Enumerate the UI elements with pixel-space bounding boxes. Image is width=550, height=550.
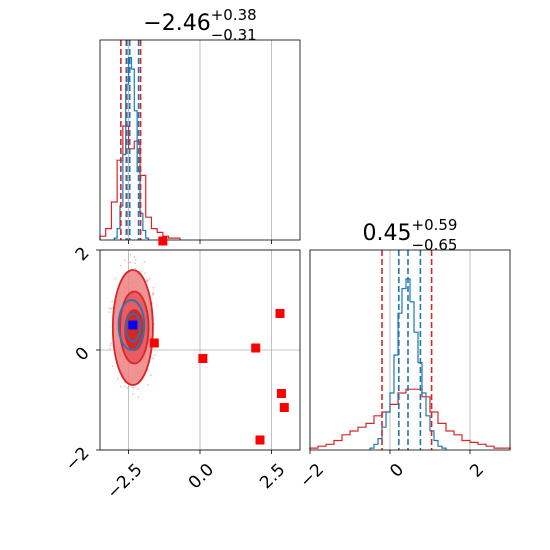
red-square-marker: [276, 389, 286, 398]
sample-dot: [143, 261, 146, 264]
panel3-title: 0.45+0.59 −0.65: [363, 216, 458, 254]
panel3-quantile-lines: [381, 250, 433, 450]
panel3-title-sub: −0.65: [411, 236, 457, 254]
panel-joint: −2.5 0.0 2.5 −2 0 2: [62, 236, 301, 503]
sample-dot: [149, 374, 152, 377]
panel-marginal-y: −2 0 2: [296, 249, 511, 492]
panel3-frame: [309, 249, 511, 451]
panel3-histograms: [309, 278, 511, 450]
panel3-title-sup: +0.59: [412, 216, 458, 234]
panel1-title-sup: +0.38: [211, 6, 257, 24]
blue-contour: [124, 312, 141, 343]
panel3-x-tick-label: −2: [296, 460, 328, 492]
red-square-marker: [251, 343, 261, 353]
sample-dot: [148, 277, 151, 280]
panel1-quantile-lines: [120, 40, 142, 240]
sample-dot: [152, 293, 154, 296]
sample-dot: [152, 357, 154, 360]
blue-square-marker: [128, 320, 138, 330]
panel3-x-tick-label: 0: [386, 460, 408, 482]
sample-dot: [119, 385, 122, 388]
blue-contour: [117, 299, 146, 351]
panel2-x-tick-label: −2.5: [103, 460, 146, 503]
panel1-ticks: [128, 240, 272, 244]
panel3-grid: [309, 250, 471, 450]
sample-dot: [131, 386, 134, 389]
sample-dot: [134, 262, 137, 265]
sample-dot: [111, 365, 114, 368]
panel3-x-tick-label: 2: [466, 460, 488, 482]
sample-dot: [133, 387, 135, 389]
sample-dot: [137, 396, 140, 399]
sample-dot: [124, 259, 126, 262]
panel1-title-value: −2.46: [143, 11, 210, 36]
red-square-marker: [279, 403, 289, 412]
sample-dot: [144, 272, 146, 275]
sample-dot: [127, 385, 130, 388]
sample-dot: [108, 311, 111, 313]
sample-dot: [111, 300, 114, 303]
red-square-marker: [158, 236, 168, 246]
panel1-blue-histogram: [113, 57, 150, 240]
sample-dot: [152, 286, 155, 289]
red-square-marker: [198, 354, 208, 363]
panel-marginal-x: [99, 39, 301, 244]
sample-dot: [133, 256, 136, 259]
sample-dot: [110, 342, 113, 345]
panel3-red-histogram: [309, 388, 511, 450]
panel3-ticks: −2 0 2: [296, 450, 488, 492]
panel1-title: −2.46+0.38 −0.31: [143, 6, 256, 44]
sample-dot: [127, 261, 130, 264]
sample-dot: [147, 383, 149, 386]
sample-dot: [129, 253, 132, 256]
sample-dot: [117, 377, 120, 380]
sample-dot: [108, 347, 111, 350]
panel1-title-sub: −0.31: [211, 26, 257, 44]
panel2-markers: [128, 236, 289, 445]
red-square-marker: [255, 435, 265, 445]
sample-dot: [154, 354, 156, 356]
red-square-marker: [275, 309, 285, 318]
panel2-y-tick-label: 2: [72, 243, 94, 265]
panel2-y-tick-label: 0: [72, 343, 94, 365]
sample-dot: [152, 291, 155, 294]
sample-dot: [147, 369, 150, 372]
sample-dot: [114, 277, 117, 280]
sample-dot: [145, 280, 148, 282]
sample-dot: [109, 344, 112, 347]
sample-dot: [139, 270, 142, 273]
sample-dot: [108, 307, 111, 310]
sample-dot: [132, 392, 134, 395]
sample-dot: [129, 261, 132, 264]
red-square-marker: [149, 338, 159, 348]
panel2-ticks: −2.5 0.0 2.5 −2 0 2: [62, 243, 290, 503]
panel2-x-tick-label: 0.0: [185, 460, 218, 493]
sample-dot: [137, 387, 139, 390]
sample-dot: [123, 385, 126, 388]
panel3-title-value: 0.45: [363, 221, 412, 246]
panel2-y-tick-label: −2: [62, 443, 94, 475]
panel1-grid: [128, 40, 272, 240]
panel2-x-tick-label: 2.5: [256, 460, 289, 493]
sample-dot: [126, 386, 129, 389]
sample-dot: [119, 264, 122, 267]
sample-dot: [147, 279, 150, 282]
sample-dot: [134, 258, 137, 261]
sample-dot: [134, 267, 137, 270]
